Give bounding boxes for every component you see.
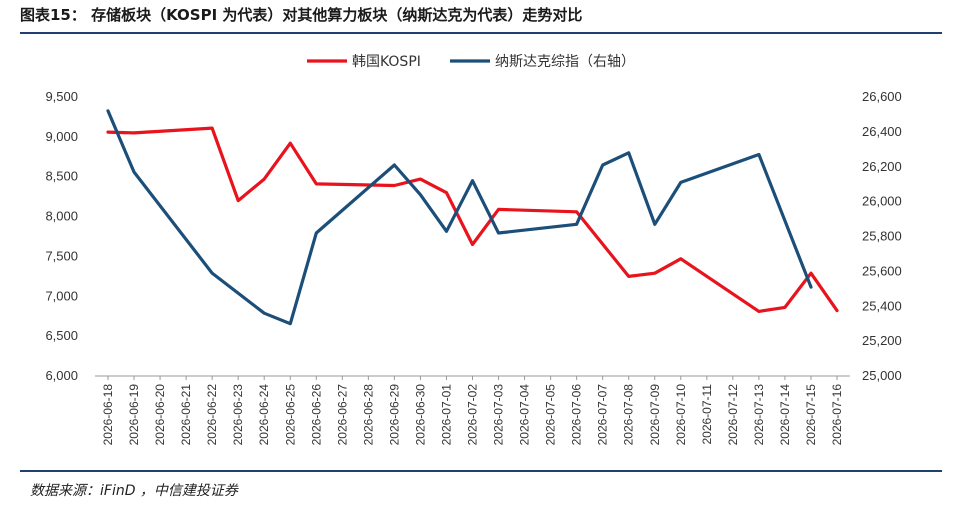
- x-tick-label: 2026-07-03: [492, 384, 506, 446]
- x-tick-label: 2026-07-10: [674, 384, 688, 446]
- x-tick-label: 2026-07-01: [439, 384, 453, 446]
- x-tick-label: 2026-07-07: [596, 384, 610, 446]
- title-divider: [20, 32, 942, 34]
- x-tick-label: 2026-06-28: [361, 384, 375, 446]
- x-tick-label: 2026-06-20: [153, 384, 167, 446]
- x-tick-label: 2026-07-12: [726, 384, 740, 446]
- series-line-1: [106, 126, 839, 313]
- y-left-tick-label: 6,000: [45, 368, 78, 383]
- x-tick-label: 2026-06-24: [257, 384, 271, 446]
- x-tick-label: 2026-06-26: [309, 384, 323, 446]
- x-tick-label: 2026-07-04: [518, 384, 532, 446]
- source-note: 数据来源：iFinD ，中信建投证券: [30, 483, 238, 499]
- x-tick-label: 2026-07-11: [700, 384, 714, 445]
- x-tick-label: 2026-07-14: [778, 384, 792, 446]
- x-tick-label: 2026-07-16: [830, 384, 844, 446]
- chart-legend: 韩国KOSPI 纳斯达克综指（右轴）: [307, 54, 635, 70]
- x-tick-label: 2026-07-02: [466, 384, 480, 446]
- y-right-tick-label: 25,600: [862, 263, 902, 278]
- y-right-tick-label: 25,400: [862, 298, 902, 313]
- y-left-tick-label: 8,000: [45, 209, 78, 224]
- x-tick-label: 2026-06-30: [413, 384, 427, 446]
- x-tick-label: 2026-07-06: [570, 384, 584, 446]
- y-right-tick-label: 26,200: [862, 159, 902, 174]
- footer-divider: [20, 470, 942, 472]
- x-tick-label: 2026-06-23: [231, 384, 245, 446]
- y-right-tick-label: 26,000: [862, 194, 902, 209]
- x-tick-label: 2026-06-22: [205, 384, 219, 446]
- chart-svg: 6,000 6,500 7,000 7,500 8,000 8,500 9,000 9,500…: [45, 54, 901, 445]
- x-tick-label: 2026-06-21: [179, 384, 193, 446]
- chart-lines: [106, 109, 839, 326]
- y-left-tick-label: 9,000: [45, 129, 78, 144]
- x-tick-label: 2026-07-09: [648, 384, 662, 446]
- x-tick-label: 2026-06-29: [387, 384, 401, 446]
- x-tick-label: 2026-06-25: [283, 384, 297, 446]
- y-right-tick-label: 26,400: [862, 124, 902, 139]
- legend-label-2: 纳斯达克综指（右轴）: [495, 54, 635, 70]
- x-tick-label: 2026-07-13: [752, 384, 766, 446]
- x-tick-label: 2026-07-15: [804, 384, 818, 446]
- y-left-tick-label: 7,500: [45, 248, 78, 263]
- chart-title: 图表15： 存储板块（KOSPI 为代表）对其他算力板块（纳斯达克为代表）走势对…: [20, 6, 583, 24]
- series-line-2: [106, 109, 813, 326]
- legend-label-1: 韩国KOSPI: [352, 54, 421, 70]
- y-right-tick-label: 26,600: [862, 89, 902, 104]
- x-tick-label: 2026-07-08: [622, 384, 636, 446]
- chart-axes: 6,000 6,500 7,000 7,500 8,000 8,500 9,000 9,500…: [45, 89, 901, 445]
- y-right-tick-label: 25,200: [862, 333, 902, 348]
- y-right-tick-label: 25,800: [862, 229, 902, 244]
- y-left-tick-label: 7,000: [45, 288, 78, 303]
- x-tick-label: 2026-07-05: [544, 384, 558, 446]
- y-left-tick-label: 6,500: [45, 328, 78, 343]
- y-left-tick-label: 8,500: [45, 169, 78, 184]
- x-tick-label: 2026-06-18: [101, 384, 115, 446]
- x-tick-label: 2026-06-27: [335, 384, 349, 446]
- x-tick-label: 2026-06-19: [127, 384, 141, 446]
- y-right-tick-label: 25,000: [862, 368, 902, 383]
- y-left-tick-label: 9,500: [45, 89, 78, 104]
